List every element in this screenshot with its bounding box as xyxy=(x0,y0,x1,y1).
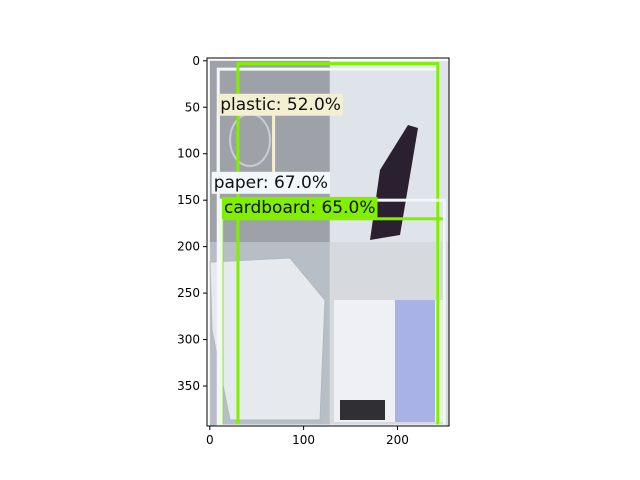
y-tick-label: 250 xyxy=(177,286,200,300)
detection-label-text: plastic: 52.0% xyxy=(220,95,341,115)
detection-label-bg xyxy=(211,171,330,194)
y-tick-label: 350 xyxy=(177,379,200,393)
envelope-shape xyxy=(209,257,326,421)
x-tick-label: 0 xyxy=(206,433,214,447)
dark-bottle-shape xyxy=(370,125,418,240)
y-tick-label: 0 xyxy=(192,54,200,68)
detection-label-text: cardboard: 65.0% xyxy=(224,198,375,218)
detection-box xyxy=(236,62,440,426)
y-tick-label: 50 xyxy=(185,100,200,114)
detection-label-bg xyxy=(218,93,343,116)
leaflet-blue-panel xyxy=(395,300,435,422)
x-tick-label: 100 xyxy=(292,433,315,447)
leaflet-dark-block xyxy=(340,400,385,420)
detection-label-bg xyxy=(222,196,378,219)
detection-label: cardboard: 65.0% xyxy=(222,196,378,219)
axis-ticks: 0 100 200 0 50 100 150 200 250 300 350 xyxy=(177,54,409,447)
y-tick-label: 150 xyxy=(177,193,200,207)
detection-label: paper: 67.0% xyxy=(211,171,330,194)
y-tick-label: 200 xyxy=(177,240,200,254)
y-tick-label: 300 xyxy=(177,333,200,347)
detection-label: plastic: 52.0% xyxy=(218,93,343,116)
axes-frame xyxy=(206,57,450,427)
x-tick-label: 200 xyxy=(386,433,409,447)
detection-label-text: paper: 67.0% xyxy=(214,173,328,193)
y-tick-label: 100 xyxy=(177,147,200,161)
detection-boxes: plastic: 52.0% paper: 67.0% cardboard: 65.… xyxy=(211,62,446,426)
